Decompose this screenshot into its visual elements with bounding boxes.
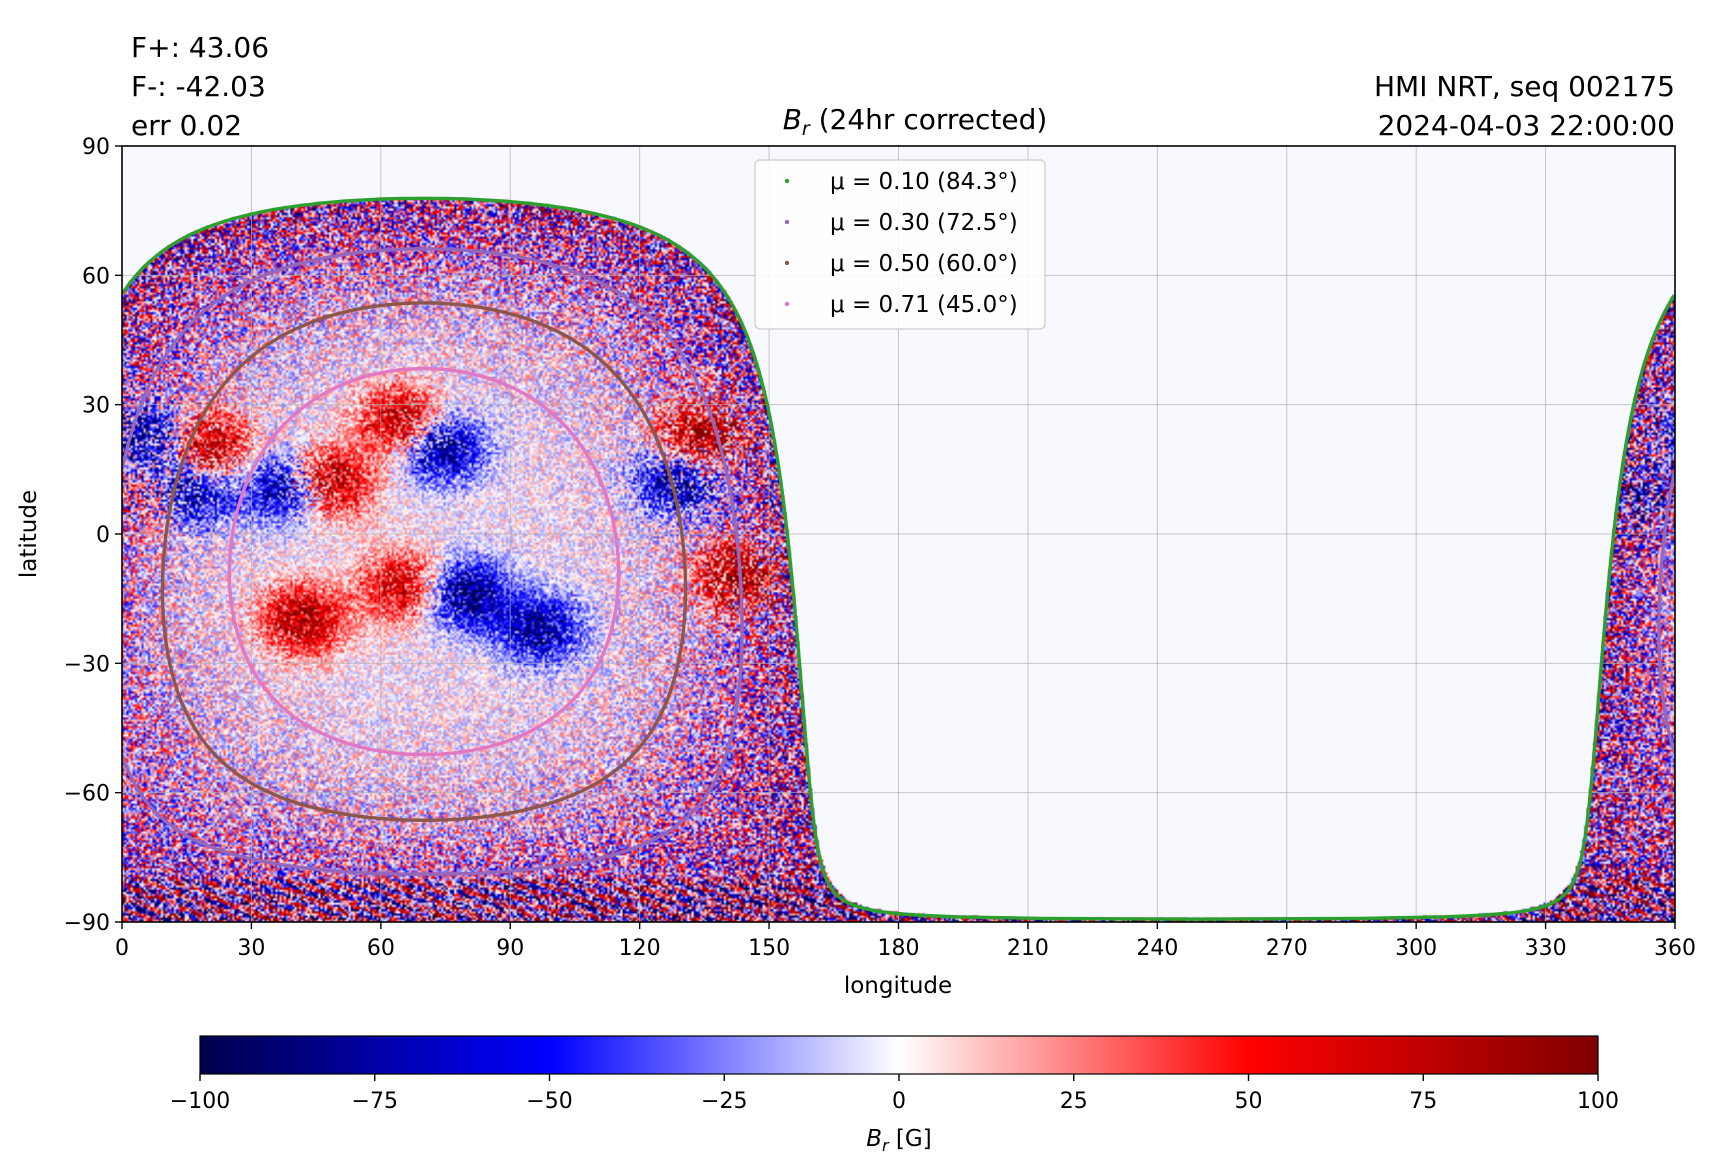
x-tick-label: 150 <box>748 936 790 961</box>
x-tick-label: 60 <box>367 936 395 961</box>
y-tick-label: −30 <box>64 652 110 677</box>
x-tick-label: 210 <box>1007 936 1049 961</box>
y-tick-label: −90 <box>64 911 110 936</box>
x-axis-ticks: 0 30 60 90 120 150 180 210 240 270 300 330 360 <box>115 922 1696 961</box>
flux-positive-label: F+: 43.06 <box>131 31 269 64</box>
colorbar-tick-label: 100 <box>1577 1089 1619 1114</box>
mu-contour-3 <box>227 366 621 757</box>
legend-entry-label: μ = 0.30 (72.5°) <box>830 210 1018 236</box>
legend-marker <box>784 219 790 225</box>
y-axis-label: latitude <box>16 490 42 578</box>
colorbar-gradient <box>199 1035 1599 1075</box>
observation-datetime-label: 2024-04-03 22:00:00 <box>1378 109 1675 142</box>
colorbar-label: Br [G] <box>866 1126 931 1152</box>
x-tick-label: 30 <box>237 936 265 961</box>
mu-contour-0 <box>423 196 1675 921</box>
mu-contour-2 <box>160 301 688 822</box>
colorbar-tick-label: 50 <box>1235 1089 1263 1114</box>
x-tick-label: 0 <box>115 936 129 961</box>
legend-marker <box>784 178 790 184</box>
x-tick-label: 180 <box>878 936 920 961</box>
colorbar-tick-label: 25 <box>1060 1089 1088 1114</box>
colorbar-tick-label: −25 <box>701 1089 747 1114</box>
x-tick-label: 360 <box>1654 936 1696 961</box>
mu-contour-1 <box>122 247 744 876</box>
x-axis-label: longitude <box>844 973 952 999</box>
y-tick-label: −60 <box>64 782 110 807</box>
x-tick-label: 330 <box>1525 936 1567 961</box>
colorbar: −100 −75 −50 −25 0 25 50 75 100 Br [G] <box>170 1035 1619 1152</box>
mu-contour-1 <box>122 247 424 470</box>
colorbar-tick-label: −75 <box>352 1089 398 1114</box>
x-tick-label: 270 <box>1266 936 1308 961</box>
legend-entry-label: μ = 0.50 (60.0°) <box>830 251 1018 277</box>
y-axis-ticks: 90 60 30 0 −30 −60 −90 <box>64 135 122 936</box>
mu-contour-1 <box>1657 470 1675 754</box>
y-tick-label: 60 <box>82 264 110 289</box>
x-tick-label: 120 <box>619 936 661 961</box>
chart-title: Br (24hr corrected) <box>783 103 1048 140</box>
legend: μ = 0.10 (84.3°) μ = 0.30 (72.5°) μ = 0.50… <box>754 159 1046 330</box>
y-tick-label: 90 <box>82 135 110 160</box>
colorbar-tick-label: 0 <box>892 1089 906 1114</box>
legend-entry-label: μ = 0.71 (45.0°) <box>830 292 1018 318</box>
x-tick-label: 90 <box>496 936 524 961</box>
legend-box <box>754 159 1046 330</box>
y-tick-label: 0 <box>96 523 110 548</box>
y-tick-label: 30 <box>82 394 110 419</box>
flux-error-label: err 0.02 <box>131 109 242 142</box>
instrument-sequence-label: HMI NRT, seq 002175 <box>1374 70 1675 103</box>
colorbar-tick-label: −100 <box>170 1089 230 1114</box>
x-tick-label: 240 <box>1136 936 1178 961</box>
mu-contours <box>122 196 1675 921</box>
colorbar-tick-label: −50 <box>526 1089 572 1114</box>
mu-contour-0 <box>122 196 425 295</box>
flux-negative-label: F-: -42.03 <box>131 70 266 103</box>
legend-marker <box>784 260 790 266</box>
legend-entry-label: μ = 0.10 (84.3°) <box>830 169 1018 195</box>
colorbar-tick-label: 75 <box>1409 1089 1437 1114</box>
legend-marker <box>784 301 790 307</box>
x-tick-label: 300 <box>1395 936 1437 961</box>
